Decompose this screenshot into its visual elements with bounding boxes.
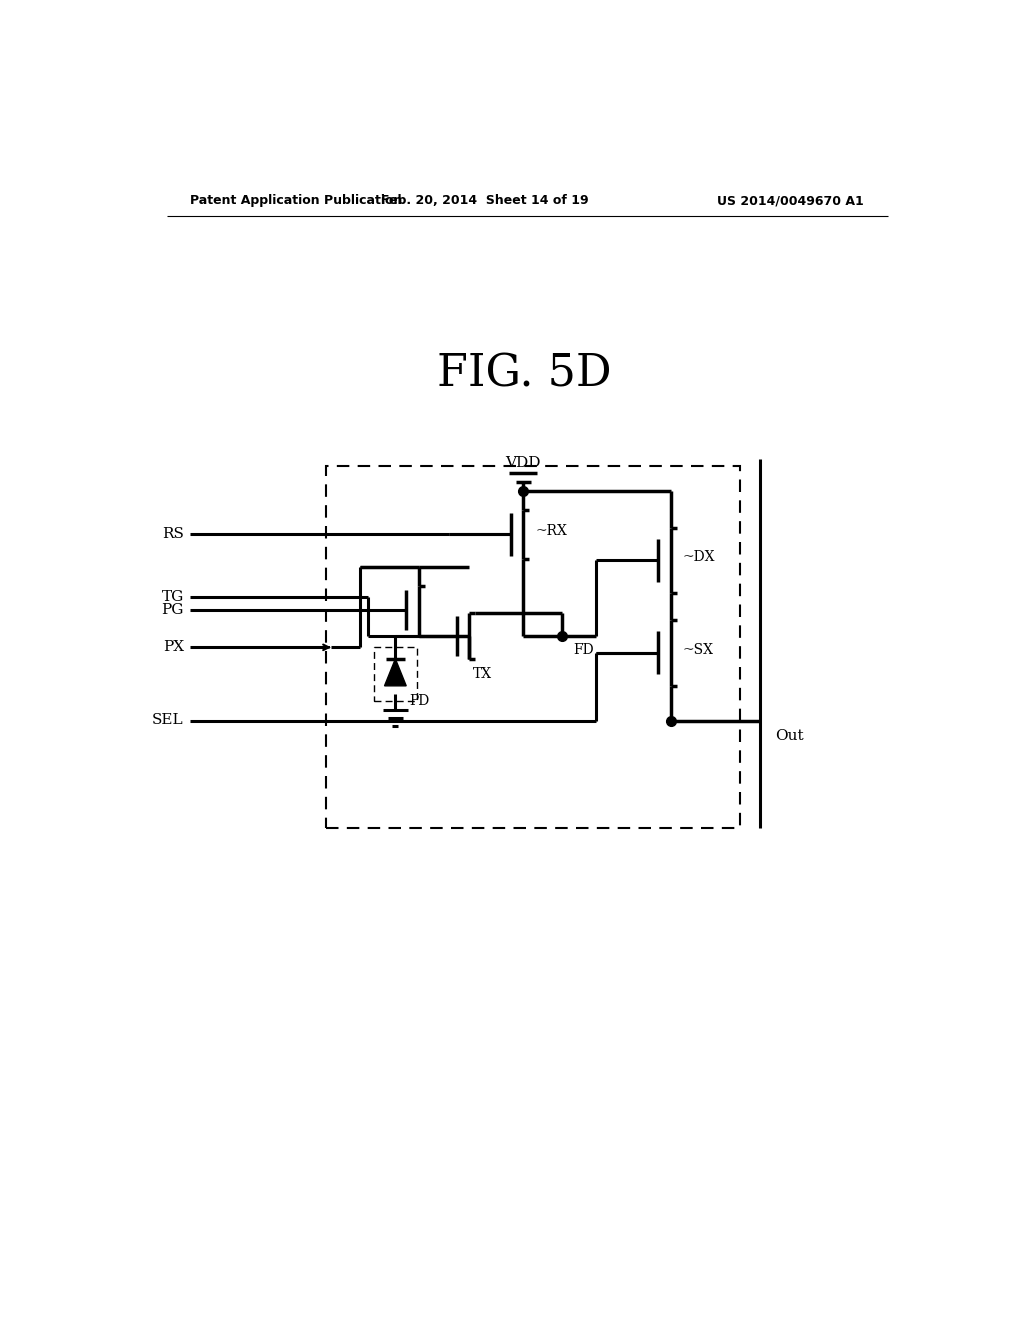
Text: TG: TG [162, 590, 183, 605]
Polygon shape [385, 659, 407, 686]
Text: ~RX: ~RX [536, 524, 567, 539]
Text: FD: FD [572, 643, 594, 656]
Text: VDD: VDD [506, 457, 541, 470]
Text: PG: PG [162, 603, 183, 618]
Text: RS: RS [162, 527, 183, 541]
Text: US 2014/0049670 A1: US 2014/0049670 A1 [717, 194, 864, 207]
Text: FIG. 5D: FIG. 5D [437, 352, 612, 396]
Text: SEL: SEL [153, 714, 183, 727]
Text: Out: Out [775, 729, 804, 743]
Text: Feb. 20, 2014  Sheet 14 of 19: Feb. 20, 2014 Sheet 14 of 19 [381, 194, 589, 207]
Text: ~SX: ~SX [683, 643, 714, 656]
Text: PX: PX [163, 640, 183, 655]
Text: Patent Application Publication: Patent Application Publication [190, 194, 402, 207]
Text: TX: TX [473, 668, 492, 681]
Text: ~DX: ~DX [683, 550, 716, 564]
Text: PD: PD [410, 694, 430, 709]
